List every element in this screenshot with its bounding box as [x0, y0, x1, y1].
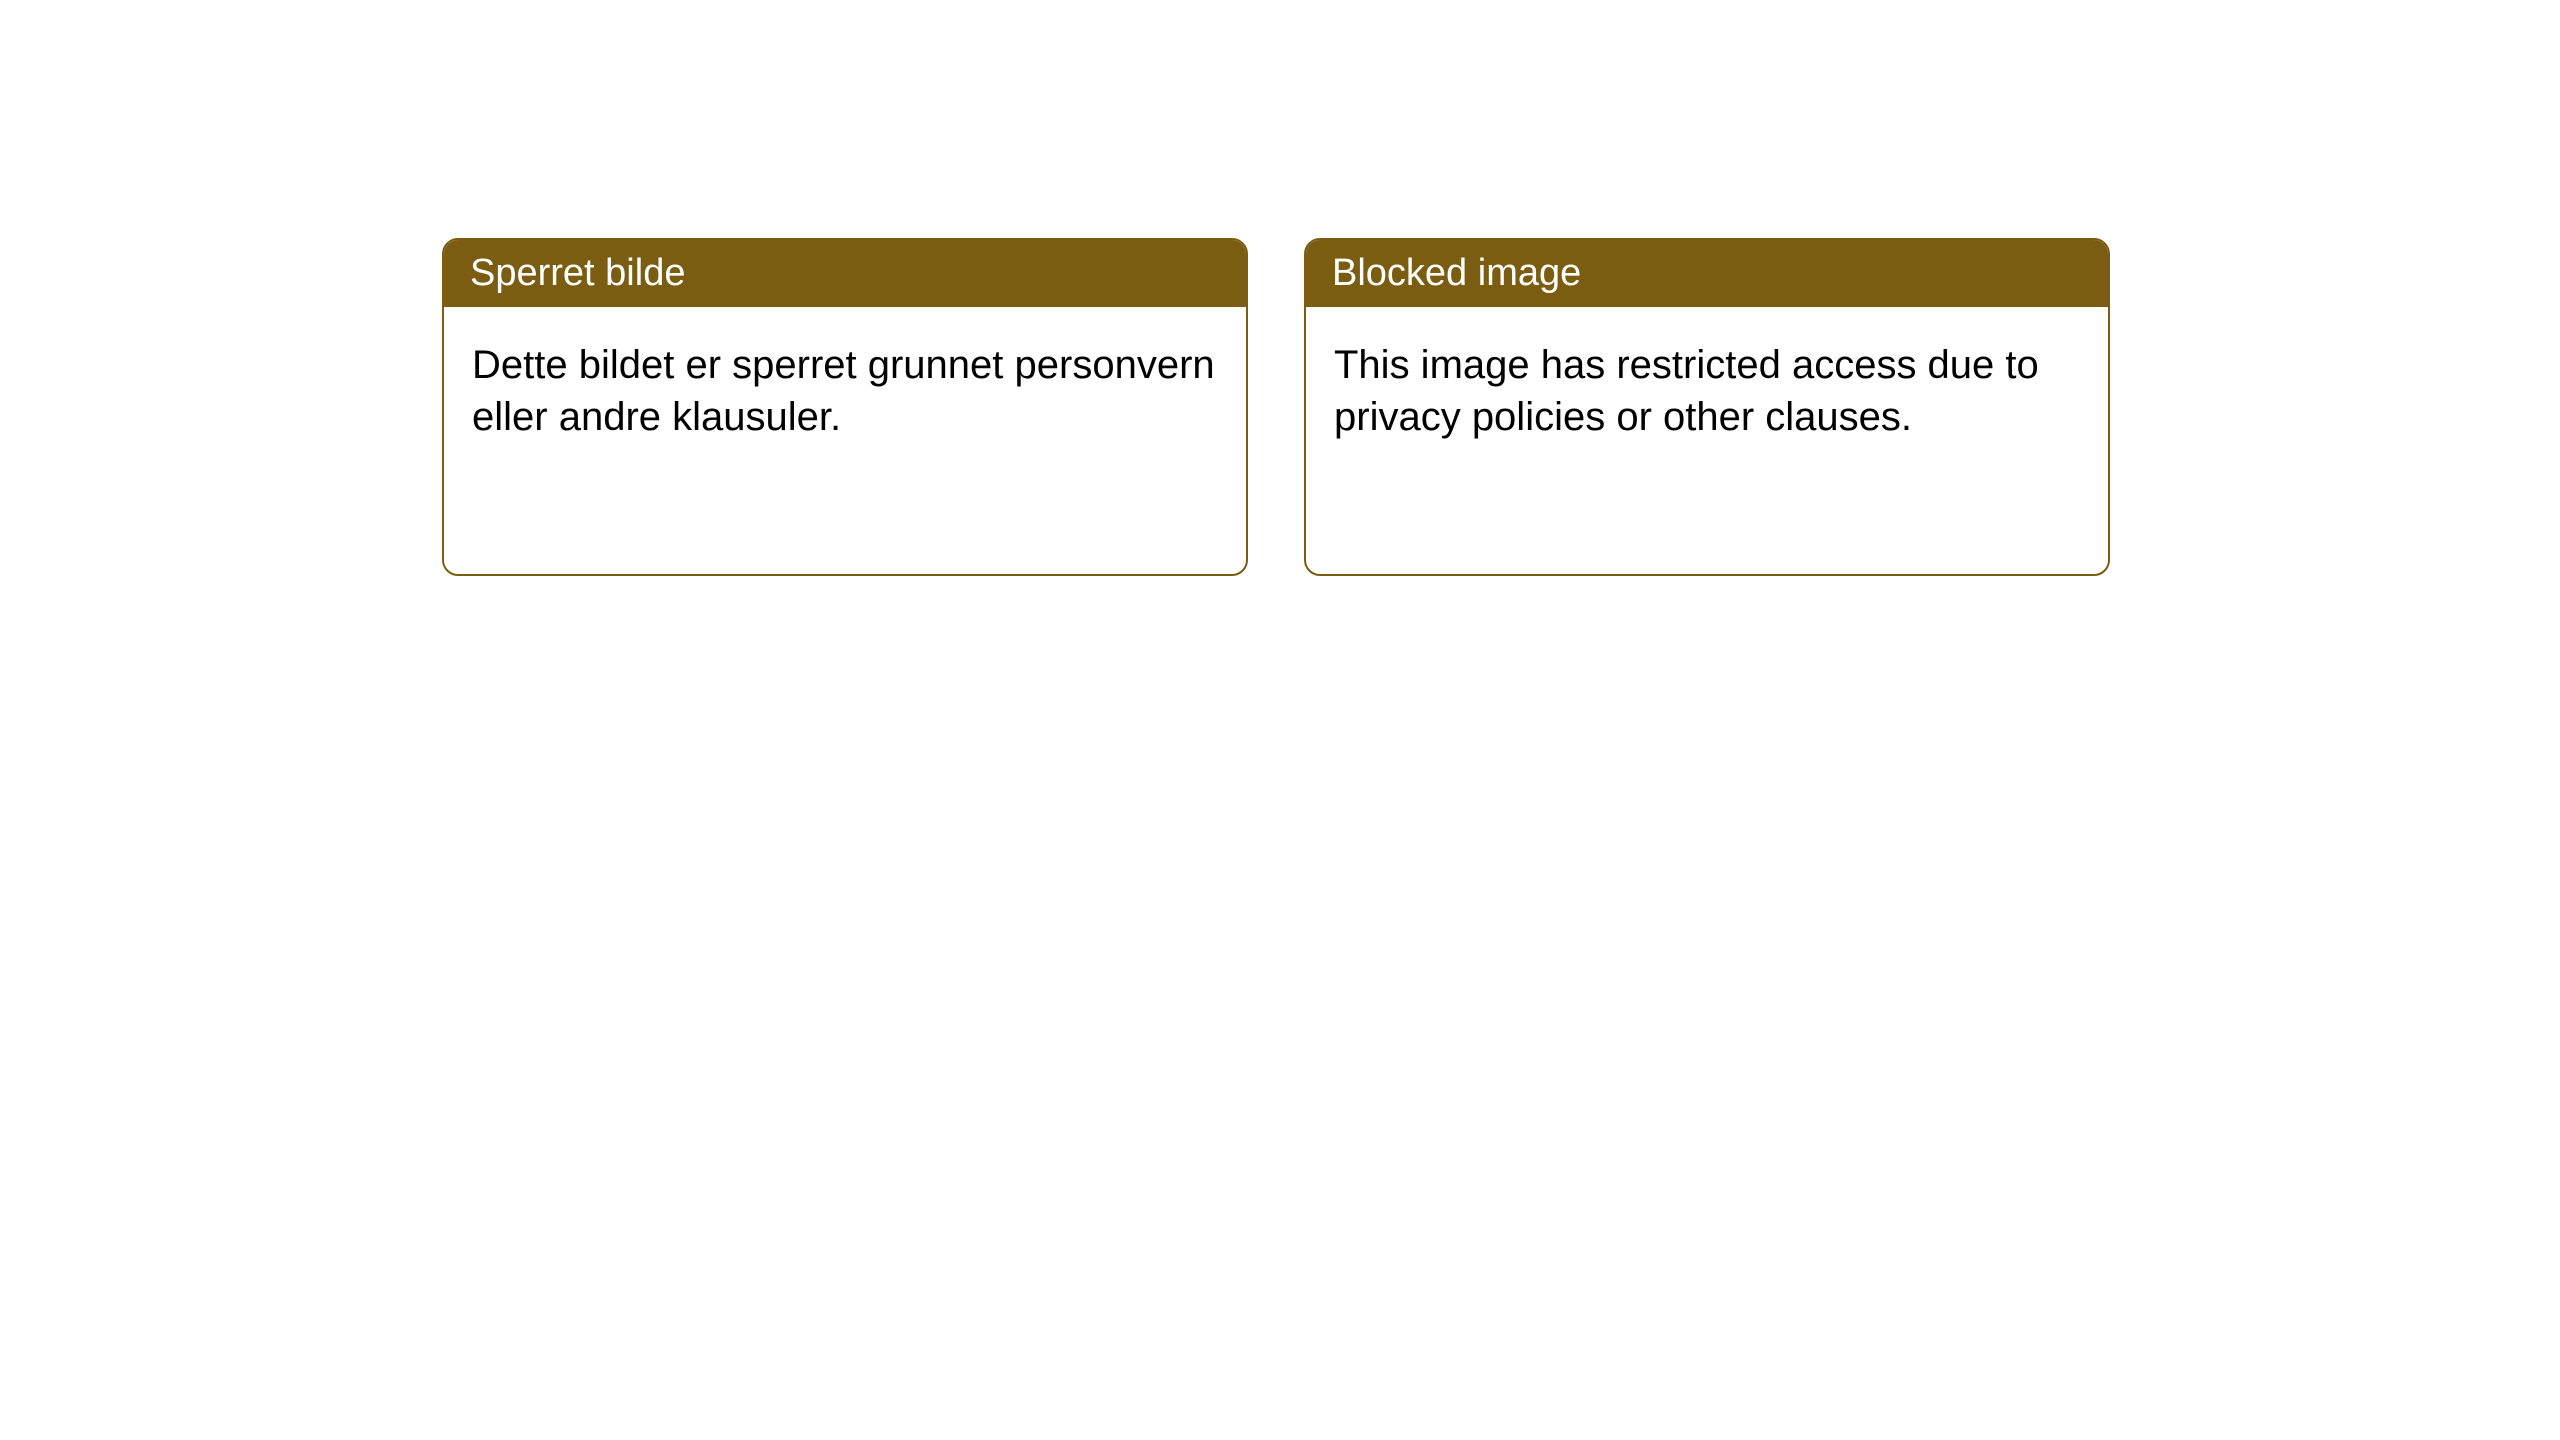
card-body: This image has restricted access due to …	[1306, 307, 2108, 475]
card-header-text: Sperret bilde	[470, 252, 685, 294]
card-body-text: Dette bildet er sperret grunnet personve…	[472, 343, 1215, 439]
card-body: Dette bildet er sperret grunnet personve…	[444, 307, 1246, 475]
card-header: Blocked image	[1306, 240, 2108, 307]
card-body-text: This image has restricted access due to …	[1334, 343, 2039, 439]
card-header-text: Blocked image	[1332, 252, 1581, 294]
notice-container: Sperret bilde Dette bildet er sperret gr…	[442, 238, 2110, 576]
card-header: Sperret bilde	[444, 240, 1246, 307]
notice-card-english: Blocked image This image has restricted …	[1304, 238, 2110, 576]
notice-card-norwegian: Sperret bilde Dette bildet er sperret gr…	[442, 238, 1248, 576]
